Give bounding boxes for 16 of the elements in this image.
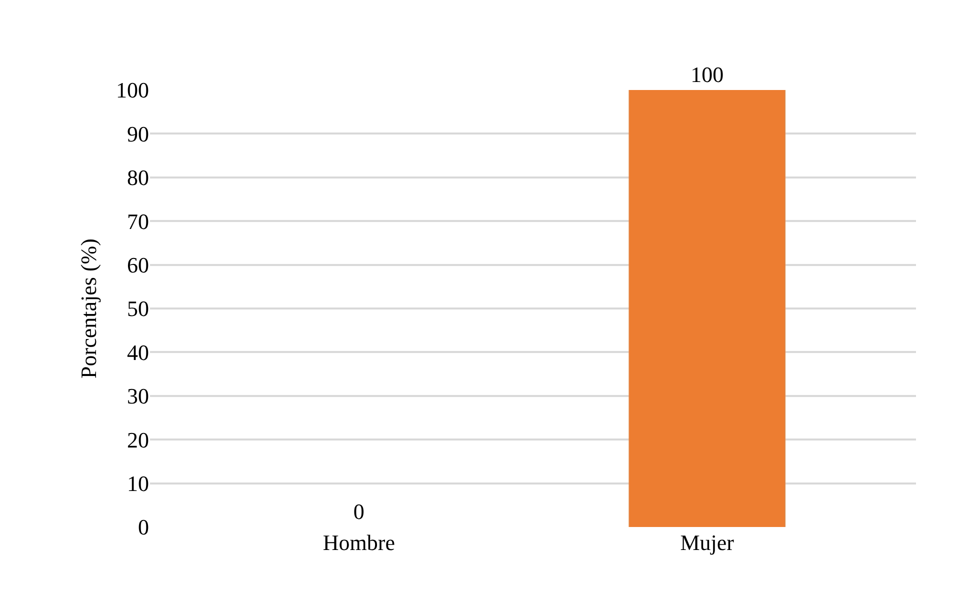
y-tick-label: 30 xyxy=(127,384,149,409)
y-tick-label: 90 xyxy=(127,121,149,146)
y-tick-label: 20 xyxy=(127,427,149,452)
y-tick-label: 40 xyxy=(127,340,149,365)
y-tick-label: 10 xyxy=(127,471,149,496)
y-tick-label: 0 xyxy=(138,514,149,540)
y-tick-label: 100 xyxy=(116,78,149,103)
x-tick-label: Hombre xyxy=(322,530,395,555)
data-label: 100 xyxy=(690,62,724,87)
y-tick-label: 70 xyxy=(127,208,149,234)
y-tick-label: 80 xyxy=(127,165,149,190)
data-label: 0 xyxy=(353,499,364,524)
y-tick-label: 60 xyxy=(127,252,149,278)
y-axis-title: Porcentajes (%) xyxy=(76,238,101,378)
x-tick-label: Mujer xyxy=(680,530,735,555)
y-tick-label: 50 xyxy=(127,296,149,322)
